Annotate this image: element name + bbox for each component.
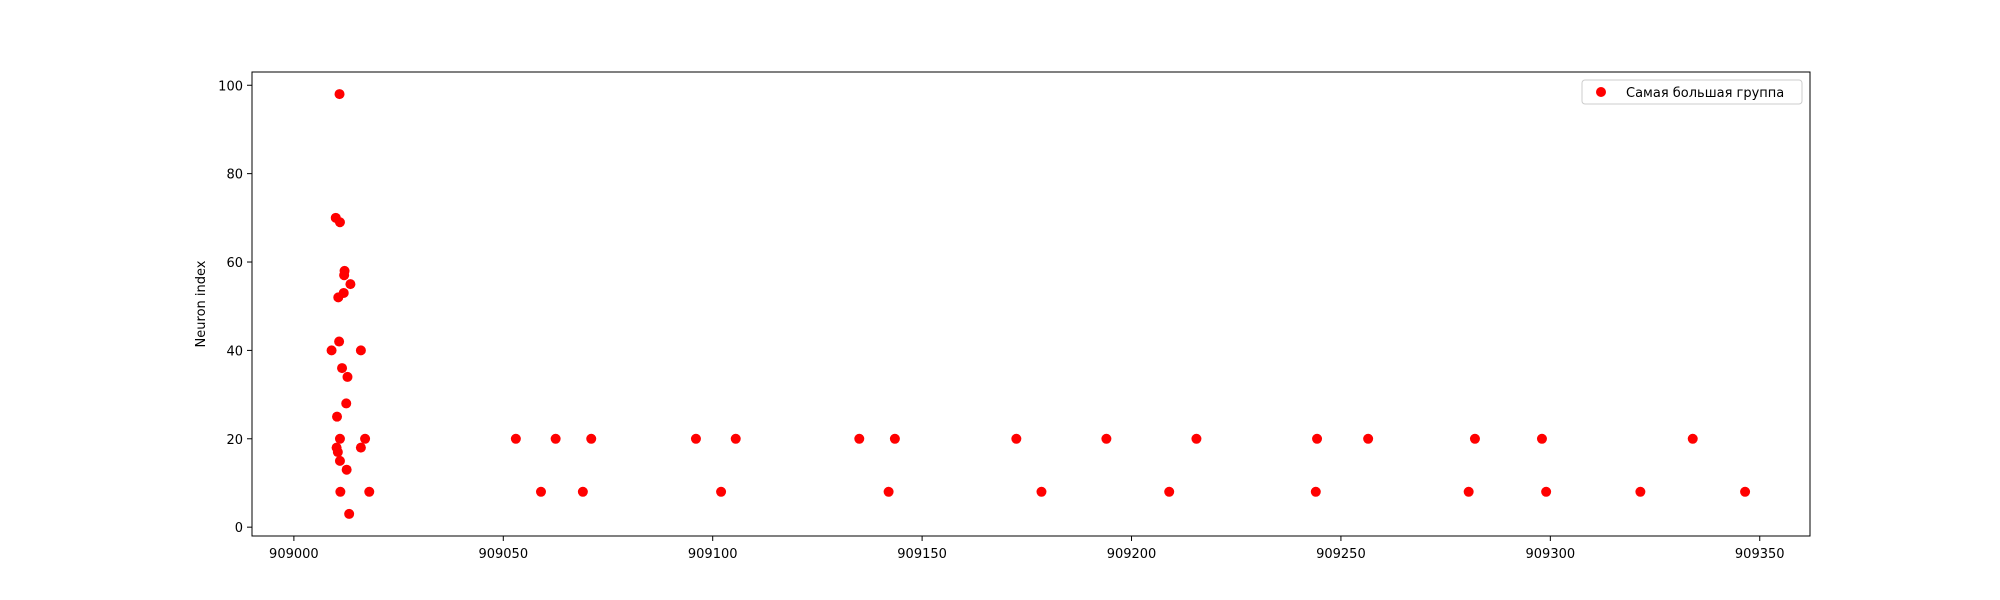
data-point [1191,433,1202,444]
data-point [535,486,546,497]
data-point [332,447,343,458]
data-point [1740,486,1751,497]
legend-box [1581,79,1803,105]
data-point [1463,486,1474,497]
y-tick-label: 0 [235,521,243,536]
data-point [1036,486,1047,497]
scatter-series [326,89,1751,519]
y-axis-label: Neuron index [194,260,209,347]
data-point [345,279,356,290]
x-tick-label: 909050 [478,547,528,562]
y-tick-label: 100 [218,79,243,94]
x-tick-label: 909000 [269,547,319,562]
data-point [335,486,346,497]
data-point [1469,433,1480,444]
x-tick-label: 909200 [1107,547,1157,562]
data-point [344,508,355,519]
data-point [339,265,350,276]
data-point [355,345,366,356]
y-tick-label: 60 [226,256,243,271]
data-point [364,486,375,497]
data-point [730,433,741,444]
y-tick-label: 20 [226,433,243,448]
y-tick-label: 40 [226,344,243,359]
data-point [1363,433,1374,444]
data-point [586,433,597,444]
data-point [854,433,865,444]
data-point [1164,486,1175,497]
data-point [341,464,352,475]
data-point [338,287,349,298]
data-point [334,217,345,228]
data-point [326,345,337,356]
data-point [1541,486,1552,497]
data-point [342,371,353,382]
axes-frame [251,71,1811,537]
legend-label: Самая большая группа [1626,86,1784,101]
data-point [1011,433,1022,444]
x-tick-label: 909300 [1526,547,1576,562]
data-point [355,442,366,453]
data-point [334,336,345,347]
data-point [1687,433,1698,444]
data-point [1310,486,1321,497]
y-axis: 0 20 40 60 80 100 [218,79,252,536]
data-point [334,89,345,100]
data-point [510,433,521,444]
x-tick-label: 909250 [1316,547,1366,562]
data-point [690,433,701,444]
data-point [341,398,352,409]
data-point [1312,433,1323,444]
data-point [716,486,727,497]
data-point [577,486,588,497]
x-tick-label: 909150 [897,547,947,562]
x-tick-label: 909100 [688,547,738,562]
data-point [883,486,894,497]
x-axis: 909000 909050 909100 909150 909200 909250 9093… [269,536,1785,562]
legend: Самая большая группа [1581,79,1803,105]
data-point [1101,433,1112,444]
y-tick-label: 80 [226,168,243,183]
data-point [550,433,561,444]
data-point [1536,433,1547,444]
data-point [337,363,348,374]
x-tick-label: 909350 [1735,547,1785,562]
data-point [1635,486,1646,497]
data-point [332,411,343,422]
data-point [334,433,345,444]
data-point [889,433,900,444]
legend-marker [1596,87,1606,97]
data-point [360,433,371,444]
data-point [334,455,345,466]
